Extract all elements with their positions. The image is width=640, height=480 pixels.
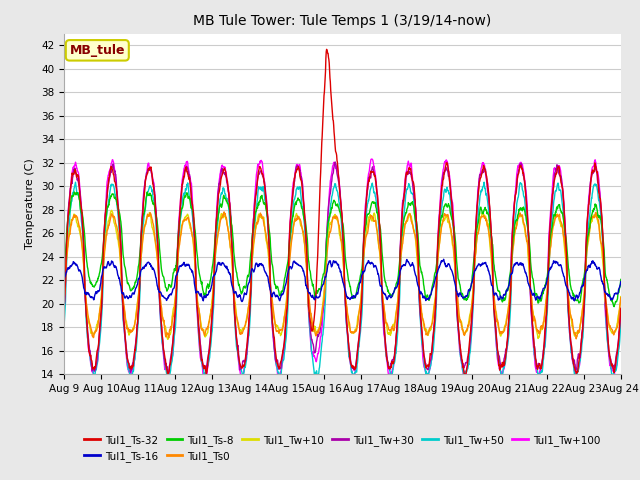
Y-axis label: Temperature (C): Temperature (C) [26, 158, 35, 250]
Legend: Tul1_Ts-32, Tul1_Ts-16, Tul1_Ts-8, Tul1_Ts0, Tul1_Tw+10, Tul1_Tw+30, Tul1_Tw+50,: Tul1_Ts-32, Tul1_Ts-16, Tul1_Ts-8, Tul1_… [80, 431, 605, 466]
Title: MB Tule Tower: Tule Temps 1 (3/19/14-now): MB Tule Tower: Tule Temps 1 (3/19/14-now… [193, 14, 492, 28]
Text: MB_tule: MB_tule [70, 44, 125, 57]
